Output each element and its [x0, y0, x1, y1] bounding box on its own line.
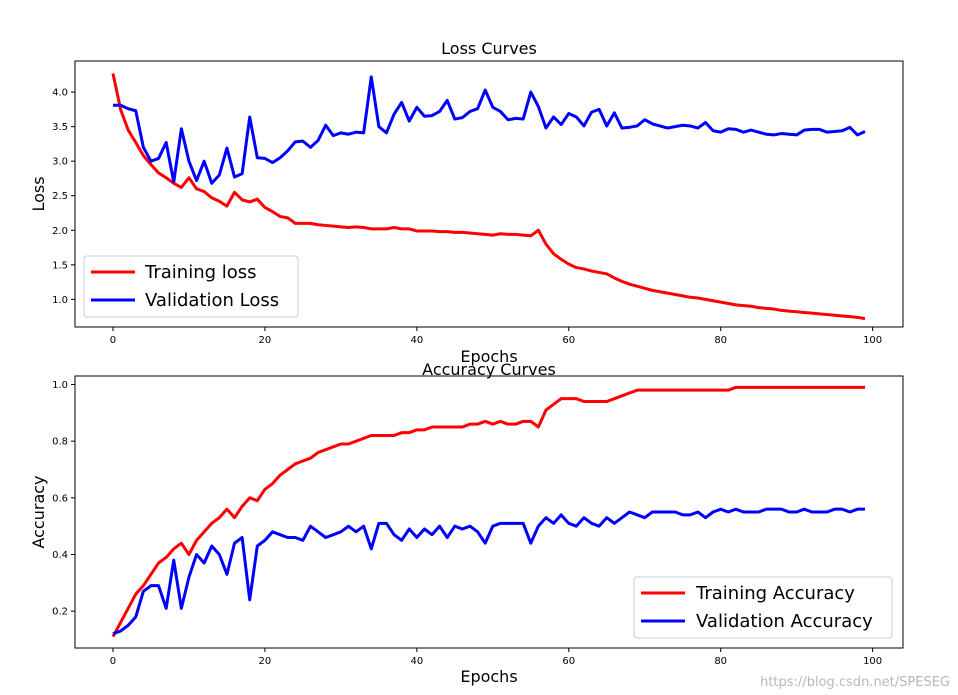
accuracy-lines: [111, 385, 866, 638]
loss-chart: 0 20 40 60 80 100 1.0 1.5 2.0 2.5 3.0 3.5 4.0 Loss C…: [29, 39, 904, 366]
x-tick-label: 20: [259, 656, 272, 667]
loss-x-axis-label: Epochs: [460, 347, 517, 366]
loss-ticks: 0 20 40 60 80 100 1.0 1.5 2.0 2.5 3.0 3.5 4.0: [52, 88, 882, 346]
watermark-text: https://blog.csdn.net/SPESEG: [760, 675, 950, 690]
accuracy-chart: 0 20 40 60 80 100 0.2 0.4 0.6 0.8 1.0 Accuracy Cur…: [29, 360, 904, 686]
y-tick-label: 1.0: [52, 380, 68, 391]
y-tick-label: 3.0: [52, 157, 68, 168]
x-tick-label: 0: [110, 656, 116, 667]
series-line-training-loss: [111, 73, 866, 321]
x-tick-label: 100: [863, 656, 882, 667]
y-tick-label: 0.6: [52, 493, 68, 504]
legend-label-training-accuracy: Training Accuracy: [695, 583, 855, 604]
accuracy-legend: Training Accuracy Validation Accuracy: [633, 576, 893, 639]
accuracy-legend-box: [633, 576, 893, 639]
accuracy-chart-title: Accuracy Curves: [422, 360, 556, 379]
y-tick-label: 0.2: [52, 607, 68, 618]
x-tick-label: 20: [259, 335, 272, 346]
legend-label-training-loss: Training loss: [144, 262, 257, 283]
y-tick-label: 0.8: [52, 437, 68, 448]
x-tick-label: 40: [410, 335, 423, 346]
x-tick-label: 40: [410, 656, 423, 667]
x-tick-label: 0: [110, 335, 116, 346]
y-tick-label: 3.5: [52, 122, 68, 133]
accuracy-y-axis-label: Accuracy: [29, 475, 48, 548]
loss-y-axis-label: Loss: [29, 176, 48, 211]
loss-legend-box: [83, 255, 299, 318]
series-line-training-accuracy: [111, 385, 866, 638]
x-tick-label: 60: [562, 656, 575, 667]
accuracy-ticks: 0 20 40 60 80 100 0.2 0.4 0.6 0.8 1.0: [52, 380, 882, 667]
y-tick-label: 4.0: [52, 88, 68, 99]
x-tick-label: 100: [863, 335, 882, 346]
legend-label-validation-loss: Validation Loss: [145, 290, 279, 311]
x-tick-label: 80: [714, 656, 727, 667]
series-line-validation-loss: [112, 75, 866, 185]
y-tick-label: 1.5: [52, 260, 68, 271]
legend-label-validation-accuracy: Validation Accuracy: [696, 611, 873, 632]
loss-legend: Training loss Validation Loss: [83, 255, 299, 318]
x-tick-label: 60: [562, 335, 575, 346]
loss-lines: [111, 73, 866, 321]
x-tick-label: 80: [714, 335, 727, 346]
y-tick-label: 2.5: [52, 191, 68, 202]
y-tick-label: 1.0: [52, 295, 68, 306]
y-tick-label: 0.4: [52, 550, 68, 561]
series-line-validation-accuracy: [112, 507, 866, 636]
y-tick-label: 2.0: [52, 226, 68, 237]
loss-chart-title: Loss Curves: [441, 39, 537, 58]
accuracy-x-axis-label: Epochs: [460, 667, 517, 686]
